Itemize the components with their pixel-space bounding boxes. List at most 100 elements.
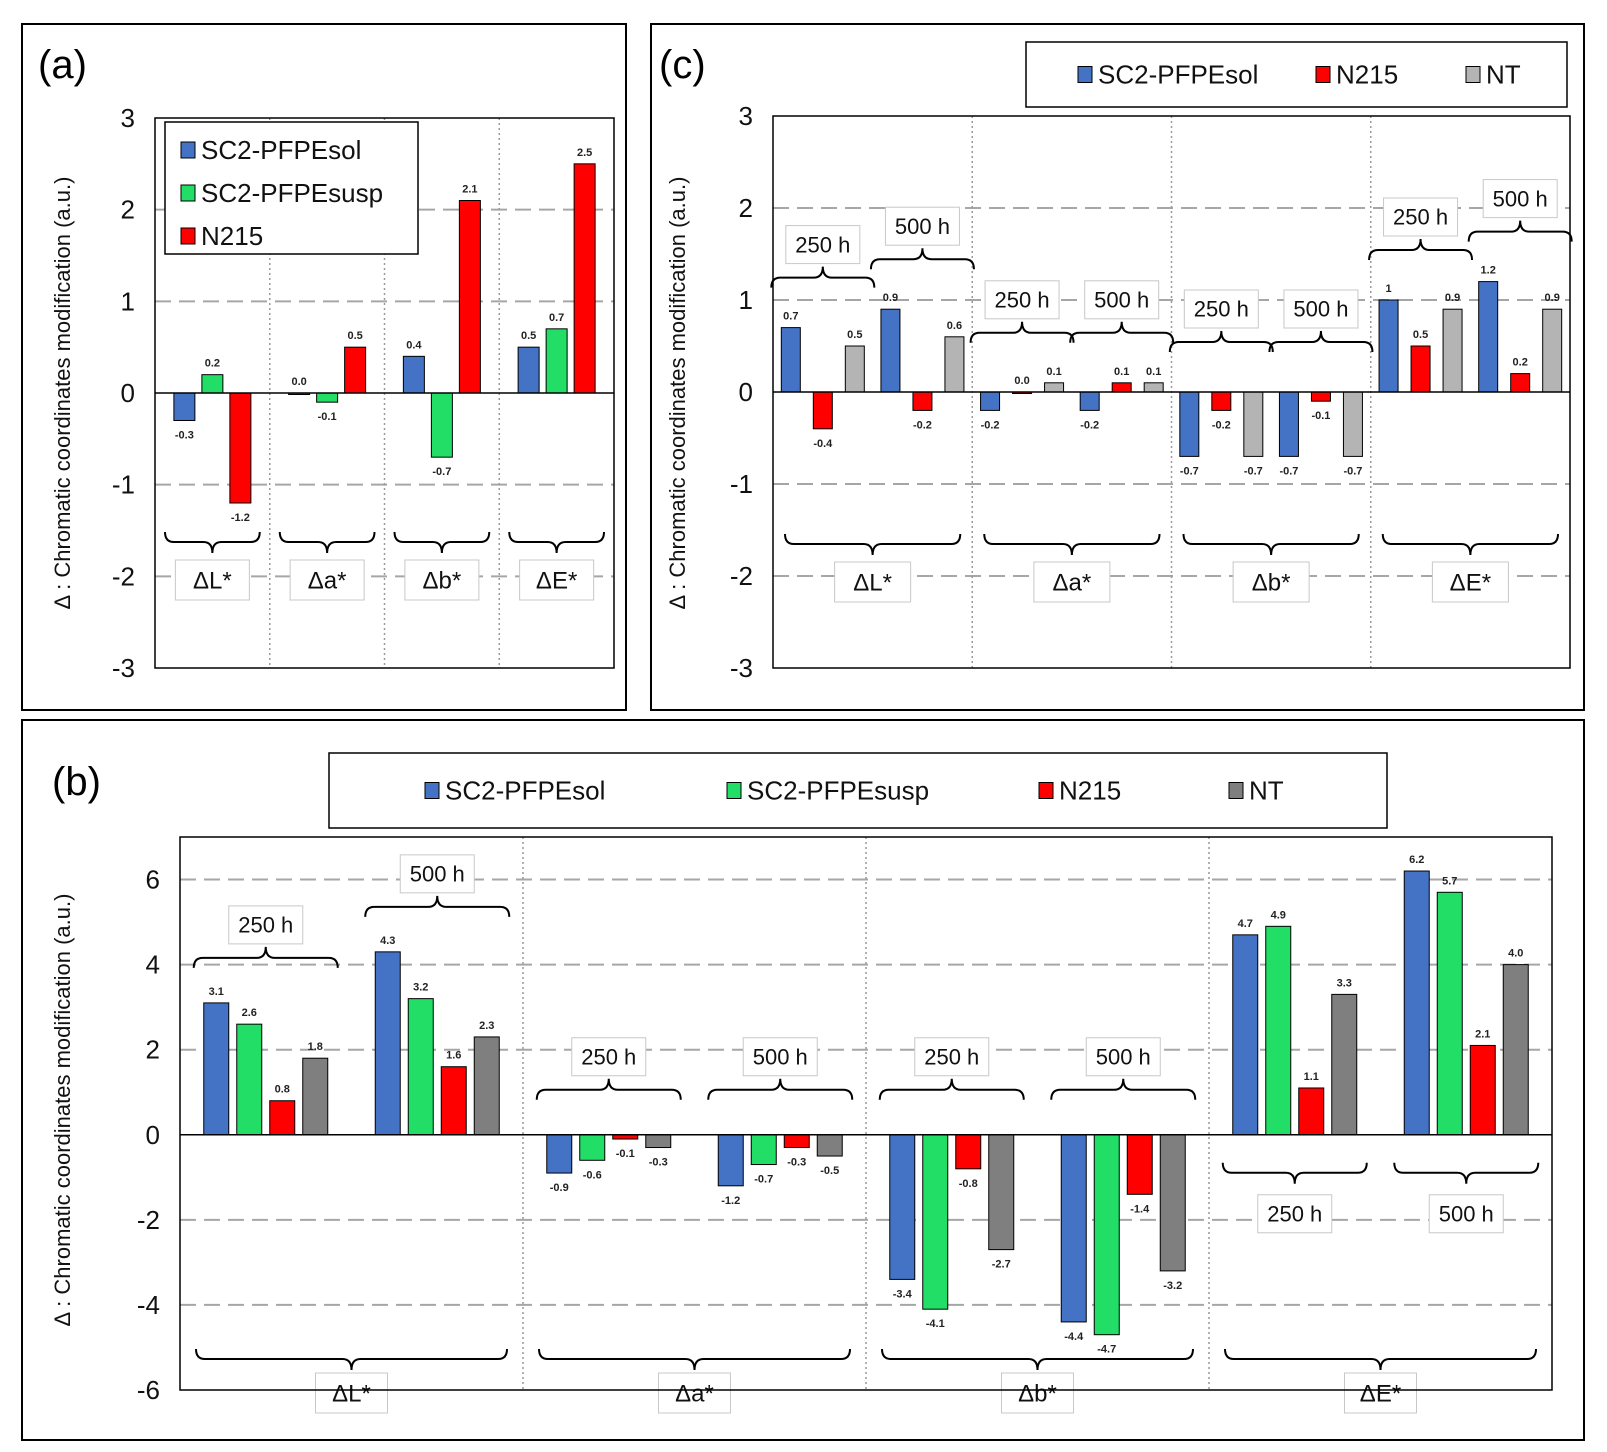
time-label: 250 h [1393,205,1448,230]
bar-nt [1143,382,1164,393]
data-label: -0.7 [432,466,451,478]
time-label: 500 h [1094,288,1149,313]
time-brace [1368,238,1474,261]
time-brace [707,1078,854,1100]
time-label: 500 h [753,1044,808,1069]
data-label: -0.9 [550,1182,569,1194]
data-label: 0.5 [847,329,862,341]
group-label: ΔL* [193,567,232,594]
bar-sc2-pfpesol [374,951,401,1136]
data-label: -1.2 [231,512,250,524]
y-tick-label: 1 [739,285,753,315]
data-label: 0.6 [947,320,962,332]
bar-n215 [1126,1134,1153,1195]
data-label: 0.9 [883,292,898,304]
bar-sc2-pfpesol [880,308,901,393]
data-label: -0.3 [787,1157,806,1169]
time-label: 250 h [995,288,1050,313]
data-label: -0.3 [175,430,194,442]
legend-swatch-sc2-pfpesusp [726,782,742,799]
data-label: 2.3 [479,1020,494,1032]
bar-nt [1331,993,1358,1136]
data-label: 6.2 [1409,854,1424,866]
group-brace [784,533,962,556]
time-brace [1393,1162,1540,1184]
data-label: -0.2 [913,419,932,431]
bar-nt [1542,308,1563,393]
group-label-box [1232,561,1310,603]
time-label-box [1428,1194,1504,1234]
data-label: -4.7 [1097,1344,1116,1356]
group-brace [278,531,376,554]
data-label: -3.4 [893,1288,913,1300]
time-label: 500 h [410,862,465,887]
data-label: 0.9 [1445,292,1460,304]
data-label: 2.1 [462,184,477,196]
data-label: 4.0 [1508,948,1523,960]
group-label-box [315,1372,388,1414]
time-label-box [1183,289,1259,329]
data-label: -3.2 [1163,1280,1182,1292]
bar-nt [302,1057,329,1136]
legend-label-nt: NT [1486,60,1521,90]
bar-sc2-pfpesol [889,1134,916,1280]
bar-sc2-pfpesol [173,392,196,421]
data-label: -0.2 [1080,419,1099,431]
data-label: 0.1 [1146,366,1161,378]
data-label: 0.1 [1114,366,1129,378]
panel-a-frame [21,23,627,711]
data-label: 2.5 [577,147,592,159]
legend-label-sc2-pfpesusp: SC2-PFPEsusp [201,178,383,208]
data-label: 0.5 [521,330,536,342]
time-label-box [742,1037,818,1077]
group-brace [1182,533,1360,556]
data-label: 0.2 [205,358,220,370]
legend-swatch-sc2-pfpesol [1077,66,1093,83]
data-label: 1.6 [446,1050,461,1062]
time-brace [1467,220,1573,242]
bar-n215 [1310,391,1331,402]
bar-nt [1159,1134,1186,1272]
time-label-box [228,905,304,945]
y-tick-label: 3 [121,103,135,133]
data-label: -0.7 [1343,465,1362,477]
bar-sc2-pfpesol [402,355,425,394]
group-label: Δb* [1252,569,1291,596]
bar-sc2-pfpesusp [579,1134,606,1161]
y-tick-label: -3 [730,653,753,683]
data-label: 3.2 [413,982,428,994]
y-tick-label: 4 [146,950,160,980]
bar-sc2-pfpesusp [430,392,453,458]
time-brace [878,1078,1025,1100]
y-tick-label: -2 [137,1205,160,1235]
data-label: -0.3 [649,1157,668,1169]
time-label-box [1085,1037,1161,1077]
bar-n215 [812,391,833,430]
y-tick-label: -2 [730,561,753,591]
panel-c: (c) -3 -2 -1 0 1 2 3 Δ : Chromatic coordinates m… [650,23,1585,711]
data-label: 4.9 [1271,909,1286,921]
bar-n215 [1211,391,1232,411]
time-label: 250 h [924,1044,979,1069]
group-label: Δa* [1053,569,1092,596]
data-label: 2.6 [242,1007,257,1019]
bar-sc2-pfpesusp [922,1134,949,1310]
group-brace [881,1348,1194,1371]
legend-label-n215: N215 [201,221,263,251]
bar-nt [1044,382,1065,393]
bar-sc2-pfpesusp [407,998,434,1136]
group-label: ΔE* [1360,1380,1401,1407]
data-label: -0.8 [959,1178,978,1190]
bar-n215 [573,163,596,394]
data-label: 0.7 [549,312,564,324]
time-label: 250 h [1267,1201,1322,1226]
y-tick-label: -4 [137,1290,160,1320]
group-brace [508,531,605,554]
data-label: 0.0 [1014,375,1029,387]
time-label-box [1383,197,1459,237]
legend-label-sc2-pfpesol: SC2-PFPEsol [445,776,605,806]
group-brace [1224,1348,1537,1371]
data-label: 5.7 [1442,875,1457,887]
panel-b-label: (b) [52,760,101,804]
